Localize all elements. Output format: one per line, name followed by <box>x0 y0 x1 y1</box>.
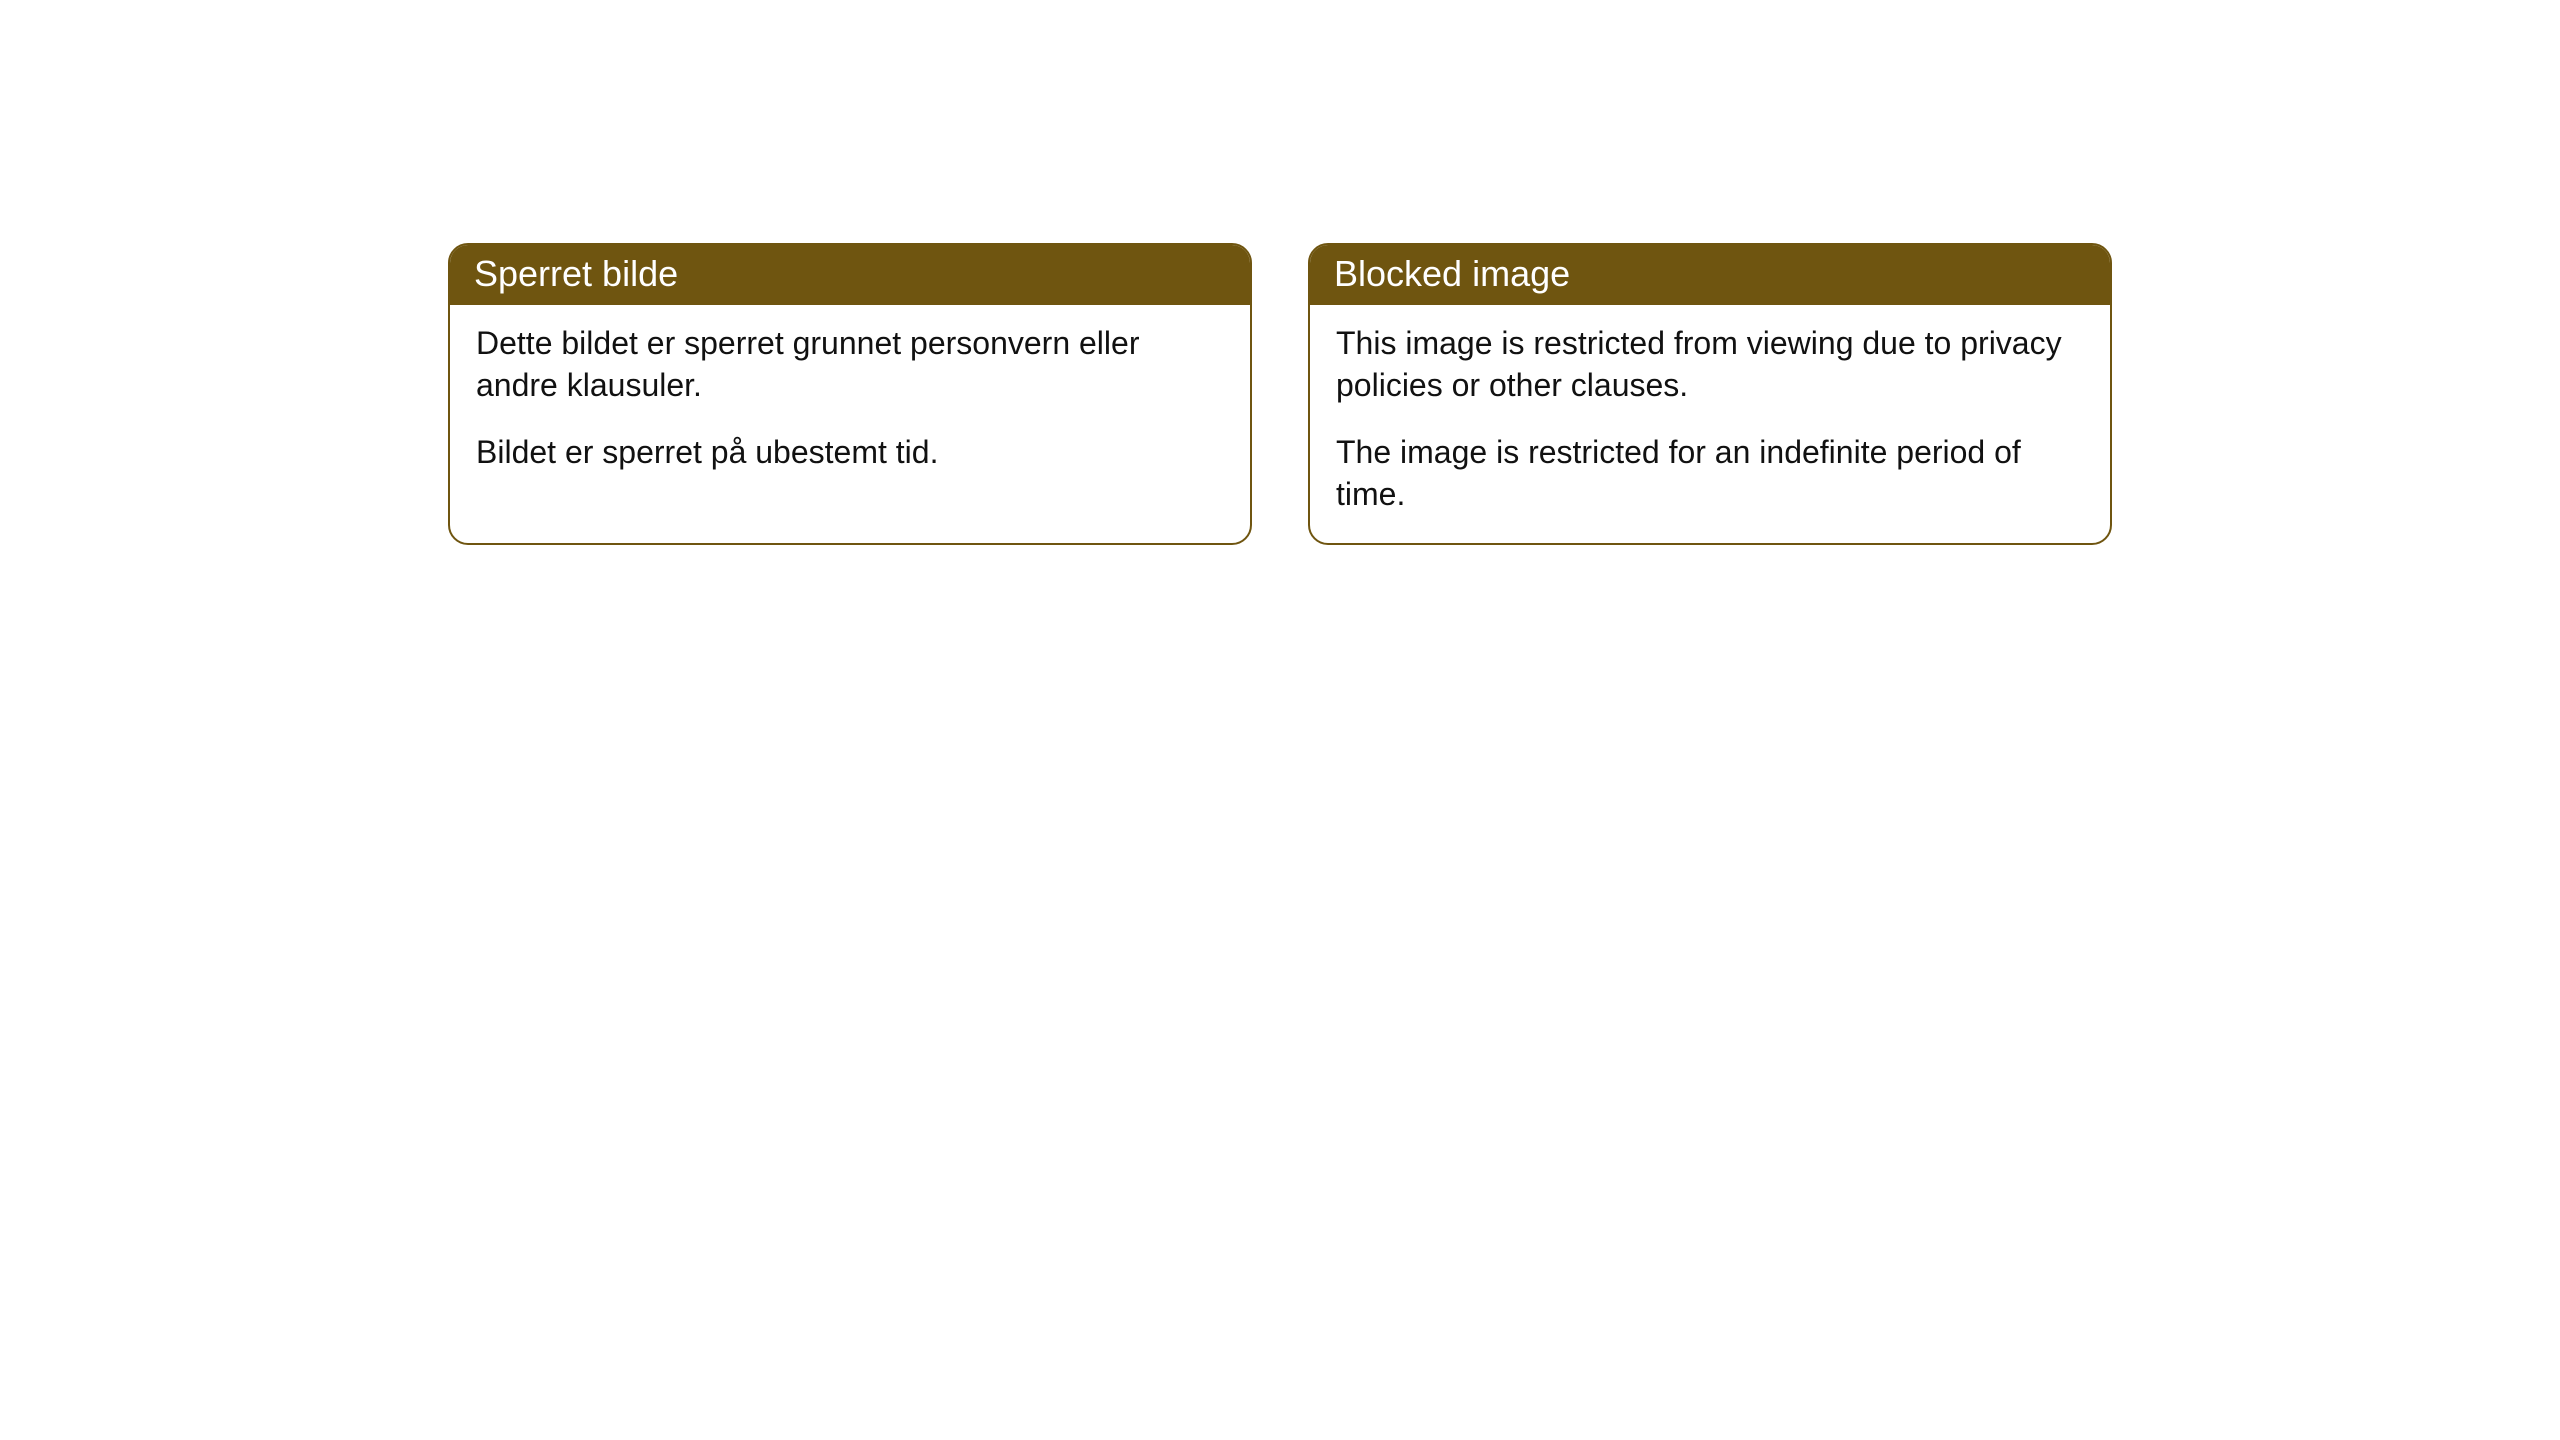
card-text-norwegian-1: Dette bildet er sperret grunnet personve… <box>476 323 1224 406</box>
cards-container: Sperret bilde Dette bildet er sperret gr… <box>448 243 2112 545</box>
card-header-norwegian: Sperret bilde <box>450 245 1250 305</box>
card-header-english: Blocked image <box>1310 245 2110 305</box>
card-body-english: This image is restricted from viewing du… <box>1310 305 2110 543</box>
card-norwegian: Sperret bilde Dette bildet er sperret gr… <box>448 243 1252 545</box>
card-text-english-2: The image is restricted for an indefinit… <box>1336 432 2084 515</box>
card-english: Blocked image This image is restricted f… <box>1308 243 2112 545</box>
card-body-norwegian: Dette bildet er sperret grunnet personve… <box>450 305 1250 502</box>
card-text-english-1: This image is restricted from viewing du… <box>1336 323 2084 406</box>
card-text-norwegian-2: Bildet er sperret på ubestemt tid. <box>476 432 1224 474</box>
